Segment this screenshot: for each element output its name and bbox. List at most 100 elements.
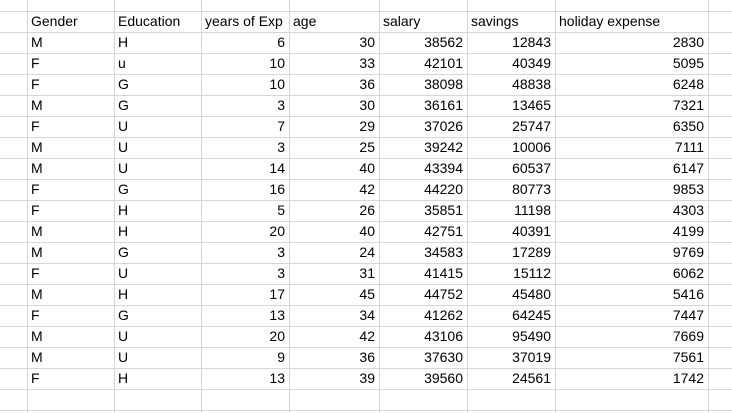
cell[interactable]: 44752 xyxy=(380,285,468,305)
cell-empty[interactable] xyxy=(556,390,709,410)
cell[interactable]: 25747 xyxy=(468,117,556,137)
cell[interactable]: 12843 xyxy=(468,33,556,53)
cell-empty[interactable] xyxy=(0,327,28,347)
cell-empty[interactable] xyxy=(0,96,28,116)
cell-empty[interactable] xyxy=(28,0,115,11)
cell-empty[interactable] xyxy=(709,285,732,305)
cell[interactable]: 17289 xyxy=(468,243,556,263)
cell[interactable]: 9853 xyxy=(556,180,709,200)
header-years-of-exp[interactable]: years of Exp xyxy=(202,12,290,32)
cell[interactable]: 42 xyxy=(290,180,380,200)
cell[interactable]: 42751 xyxy=(380,222,468,242)
cell[interactable]: 60537 xyxy=(468,159,556,179)
cell-empty[interactable] xyxy=(709,222,732,242)
cell[interactable]: 40 xyxy=(290,159,380,179)
cell-empty[interactable] xyxy=(0,0,28,11)
cell[interactable]: 5416 xyxy=(556,285,709,305)
cell[interactable]: 38562 xyxy=(380,33,468,53)
cell[interactable]: 45 xyxy=(290,285,380,305)
cell[interactable]: F xyxy=(28,306,115,326)
cell-empty[interactable] xyxy=(380,390,468,410)
cell[interactable]: 39 xyxy=(290,369,380,389)
cell[interactable]: F xyxy=(28,369,115,389)
cell[interactable]: 41415 xyxy=(380,264,468,284)
cell-empty[interactable] xyxy=(468,411,556,413)
cell[interactable]: F xyxy=(28,180,115,200)
cell[interactable]: 36 xyxy=(290,348,380,368)
cell-empty[interactable] xyxy=(709,117,732,137)
cell[interactable]: U xyxy=(115,327,202,347)
cell[interactable]: 3 xyxy=(202,264,290,284)
cell-empty[interactable] xyxy=(0,75,28,95)
cell-empty[interactable] xyxy=(202,0,290,11)
cell-empty[interactable] xyxy=(115,390,202,410)
cell-empty[interactable] xyxy=(0,285,28,305)
cell[interactable]: U xyxy=(115,117,202,137)
cell[interactable]: 6248 xyxy=(556,75,709,95)
cell[interactable]: M xyxy=(28,285,115,305)
cell[interactable]: 39242 xyxy=(380,138,468,158)
cell[interactable]: 41262 xyxy=(380,306,468,326)
cell-empty[interactable] xyxy=(0,117,28,137)
cell[interactable]: 42 xyxy=(290,327,380,347)
cell[interactable]: 4199 xyxy=(556,222,709,242)
cell-empty[interactable] xyxy=(709,0,732,11)
cell[interactable]: 43394 xyxy=(380,159,468,179)
cell[interactable]: 42101 xyxy=(380,54,468,74)
cell[interactable]: 35851 xyxy=(380,201,468,221)
cell-empty[interactable] xyxy=(709,96,732,116)
cell-empty[interactable] xyxy=(202,390,290,410)
cell[interactable]: 20 xyxy=(202,222,290,242)
cell-empty[interactable] xyxy=(709,159,732,179)
cell-empty[interactable] xyxy=(0,12,28,32)
cell[interactable]: 13465 xyxy=(468,96,556,116)
cell-empty[interactable] xyxy=(709,369,732,389)
cell[interactable]: 9769 xyxy=(556,243,709,263)
cell[interactable]: 3 xyxy=(202,96,290,116)
cell-empty[interactable] xyxy=(0,243,28,263)
cell[interactable]: H xyxy=(115,201,202,221)
cell[interactable]: 3 xyxy=(202,243,290,263)
cell-empty[interactable] xyxy=(0,33,28,53)
cell[interactable]: 26 xyxy=(290,201,380,221)
cell[interactable]: 15112 xyxy=(468,264,556,284)
cell-empty[interactable] xyxy=(115,0,202,11)
cell[interactable]: 40349 xyxy=(468,54,556,74)
cell[interactable]: 1742 xyxy=(556,369,709,389)
cell[interactable]: 80773 xyxy=(468,180,556,200)
cell[interactable]: 13 xyxy=(202,369,290,389)
cell[interactable]: 37026 xyxy=(380,117,468,137)
cell[interactable]: F xyxy=(28,117,115,137)
cell-empty[interactable] xyxy=(709,138,732,158)
cell-empty[interactable] xyxy=(709,390,732,410)
cell-empty[interactable] xyxy=(709,33,732,53)
cell-empty[interactable] xyxy=(0,138,28,158)
cell-empty[interactable] xyxy=(290,0,380,11)
cell-empty[interactable] xyxy=(0,411,28,413)
cell[interactable]: 31 xyxy=(290,264,380,284)
cell[interactable]: 44220 xyxy=(380,180,468,200)
cell[interactable]: 9 xyxy=(202,348,290,368)
cell[interactable]: 5095 xyxy=(556,54,709,74)
cell[interactable]: 10 xyxy=(202,54,290,74)
cell[interactable]: 3 xyxy=(202,138,290,158)
cell[interactable]: G xyxy=(115,180,202,200)
cell[interactable]: 33 xyxy=(290,54,380,74)
cell[interactable]: 20 xyxy=(202,327,290,347)
cell-empty[interactable] xyxy=(468,0,556,11)
cell-empty[interactable] xyxy=(0,306,28,326)
cell[interactable]: 7 xyxy=(202,117,290,137)
cell[interactable]: M xyxy=(28,33,115,53)
cell[interactable]: U xyxy=(115,159,202,179)
cell[interactable]: 14 xyxy=(202,159,290,179)
cell-empty[interactable] xyxy=(0,390,28,410)
cell-empty[interactable] xyxy=(709,348,732,368)
cell-empty[interactable] xyxy=(28,411,115,413)
cell[interactable]: 37630 xyxy=(380,348,468,368)
cell[interactable]: G xyxy=(115,306,202,326)
cell[interactable]: 2830 xyxy=(556,33,709,53)
cell[interactable]: 39560 xyxy=(380,369,468,389)
cell[interactable]: 43106 xyxy=(380,327,468,347)
cell-empty[interactable] xyxy=(709,306,732,326)
cell[interactable]: 7111 xyxy=(556,138,709,158)
